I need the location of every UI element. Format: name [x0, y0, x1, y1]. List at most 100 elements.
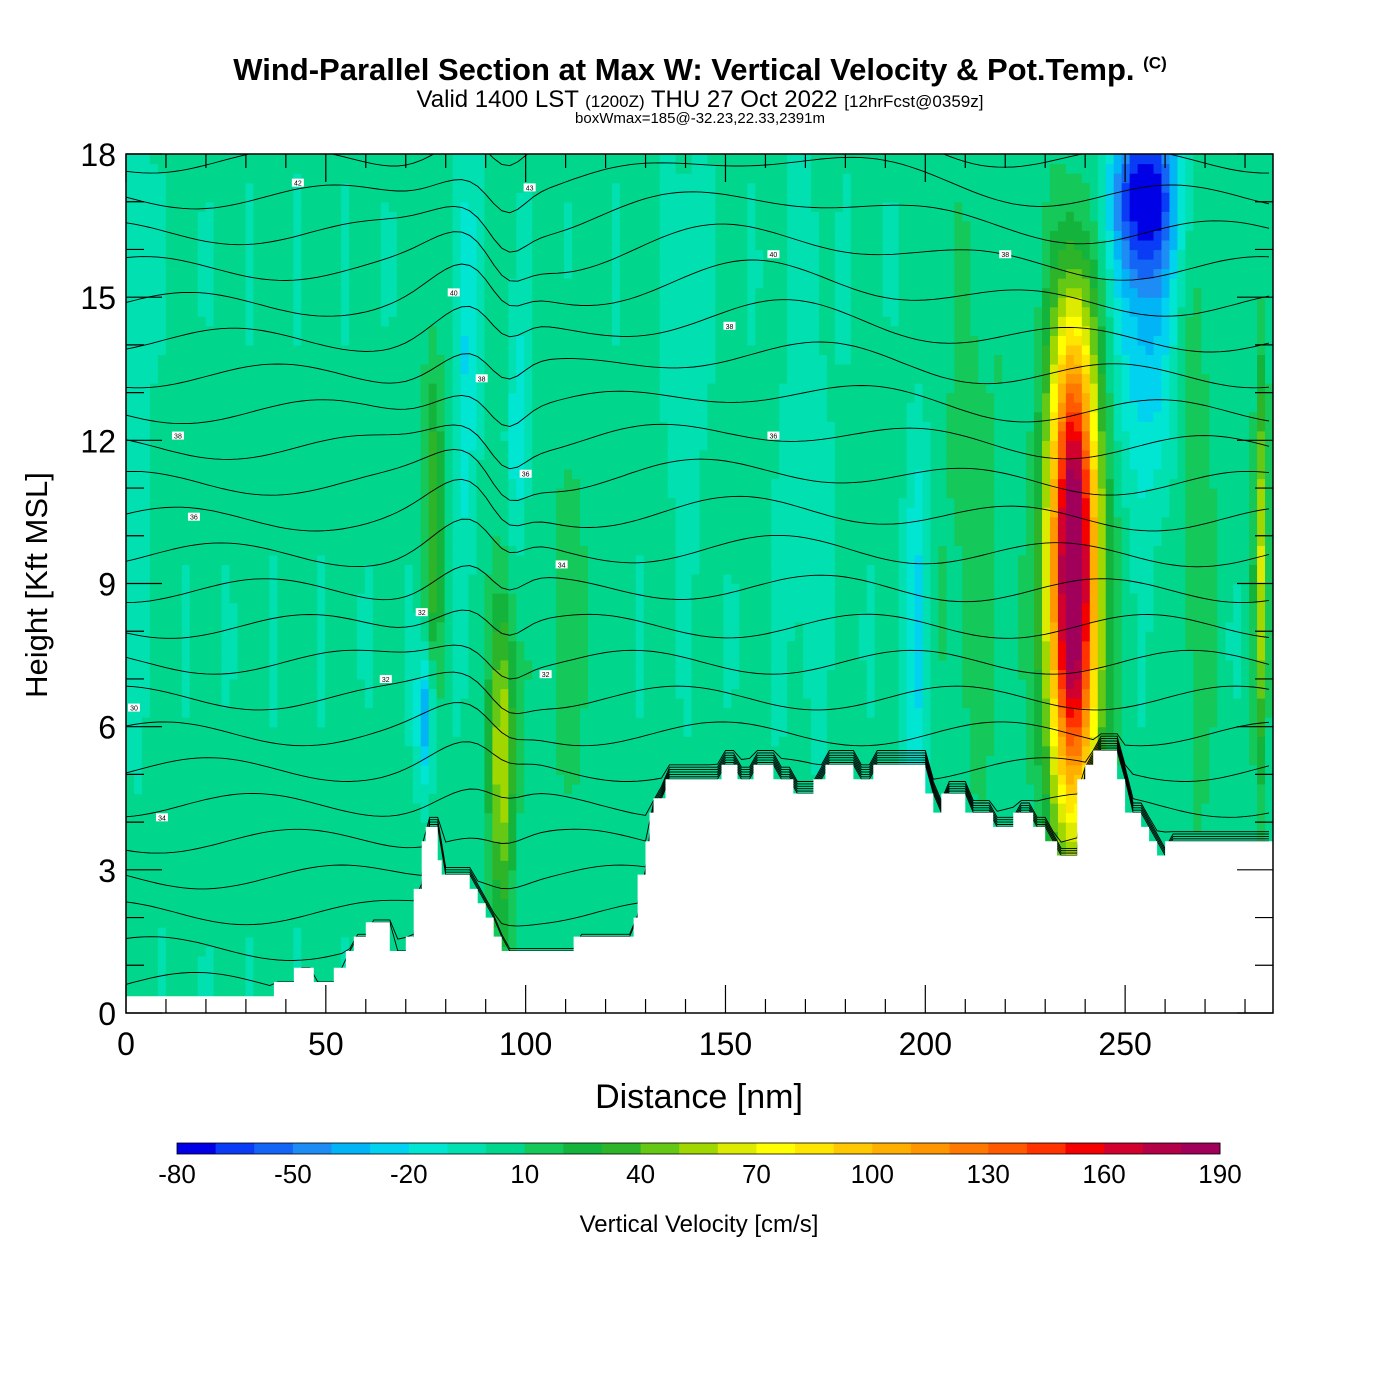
w-cell [205, 946, 215, 957]
w-cell [580, 850, 589, 861]
w-cell [293, 831, 302, 842]
w-cell [181, 974, 191, 985]
w-cell [309, 745, 318, 756]
w-cell [516, 678, 525, 690]
w-cell [516, 917, 525, 928]
w-cell [333, 822, 342, 833]
w-cell [173, 736, 183, 747]
w-cell [1113, 726, 1123, 737]
w-cell [1089, 698, 1099, 709]
w-cell [277, 888, 286, 900]
w-cell [492, 707, 501, 718]
w-cell [1026, 726, 1035, 737]
w-cell [420, 698, 430, 709]
w-cell [364, 688, 374, 699]
w-cell [213, 869, 223, 880]
w-cell [309, 841, 318, 852]
w-cell [595, 917, 605, 928]
w-cell [349, 688, 358, 699]
w-cell [500, 812, 509, 823]
w-cell [285, 965, 294, 976]
w-cell [1193, 774, 1202, 785]
w-cell [1010, 736, 1019, 747]
w-cell [165, 860, 175, 871]
w-cell [619, 726, 629, 737]
w-cell [173, 793, 183, 804]
w-cell [237, 936, 247, 947]
w-cell [269, 869, 278, 880]
w-cell [1081, 717, 1091, 728]
w-cell [1201, 736, 1210, 747]
w-cell [611, 898, 621, 909]
w-cell [580, 774, 589, 785]
w-cell [444, 841, 454, 852]
w-cell [898, 698, 908, 709]
w-cell [253, 764, 263, 775]
w-cell [388, 850, 398, 861]
w-cell [205, 774, 215, 785]
w-cell [157, 793, 167, 804]
w-cell [986, 745, 995, 756]
w-cell [524, 745, 533, 756]
w-cell [261, 888, 270, 900]
w-cell [157, 869, 167, 880]
w-cell [492, 831, 501, 842]
w-cell [1241, 783, 1250, 795]
w-cell [237, 774, 247, 785]
w-cell [556, 736, 565, 747]
w-cell [1121, 755, 1131, 766]
w-cell [763, 678, 772, 690]
w-cell [444, 850, 454, 861]
w-cell [245, 698, 255, 709]
w-cell [595, 783, 605, 795]
w-cell [197, 965, 207, 976]
w-cell [404, 917, 414, 928]
w-cell [603, 726, 613, 737]
w-cell [141, 726, 151, 737]
w-cell [787, 717, 796, 728]
w-cell [245, 707, 255, 718]
w-cell [683, 698, 693, 709]
w-cell [380, 774, 390, 785]
w-cell [197, 803, 207, 814]
w-cell [548, 707, 557, 718]
w-cell [149, 984, 159, 995]
w-cell [189, 898, 199, 909]
w-cell [301, 736, 310, 747]
w-cell [205, 745, 215, 756]
w-cell [643, 726, 653, 737]
w-cell [213, 793, 223, 804]
w-cell [126, 688, 135, 699]
w-cell [1034, 774, 1043, 785]
w-cell [1201, 707, 1210, 718]
w-cell [572, 688, 581, 699]
w-cell [261, 841, 270, 852]
w-cell [1185, 755, 1194, 766]
w-cell [157, 908, 167, 919]
w-cell [524, 936, 533, 947]
w-cell [126, 965, 135, 976]
w-cell [747, 688, 756, 699]
w-cell [468, 831, 478, 842]
w-cell [317, 678, 326, 690]
w-cell [237, 812, 247, 823]
w-cell [181, 726, 191, 737]
w-cell [197, 793, 207, 804]
w-cell [452, 793, 462, 804]
w-cell [683, 717, 693, 728]
w-cell [500, 745, 509, 756]
w-cell [269, 774, 278, 785]
w-cell [548, 879, 557, 890]
w-cell [293, 936, 302, 947]
w-cell [898, 726, 908, 737]
w-cell [603, 774, 613, 785]
w-cell [197, 774, 207, 785]
w-cell [1049, 688, 1059, 699]
w-cell [412, 755, 422, 766]
w-cell [1265, 698, 1273, 709]
w-cell [866, 717, 876, 728]
w-cell [444, 793, 454, 804]
w-cell [412, 688, 422, 699]
w-cell [938, 688, 948, 699]
w-cell [978, 755, 987, 766]
